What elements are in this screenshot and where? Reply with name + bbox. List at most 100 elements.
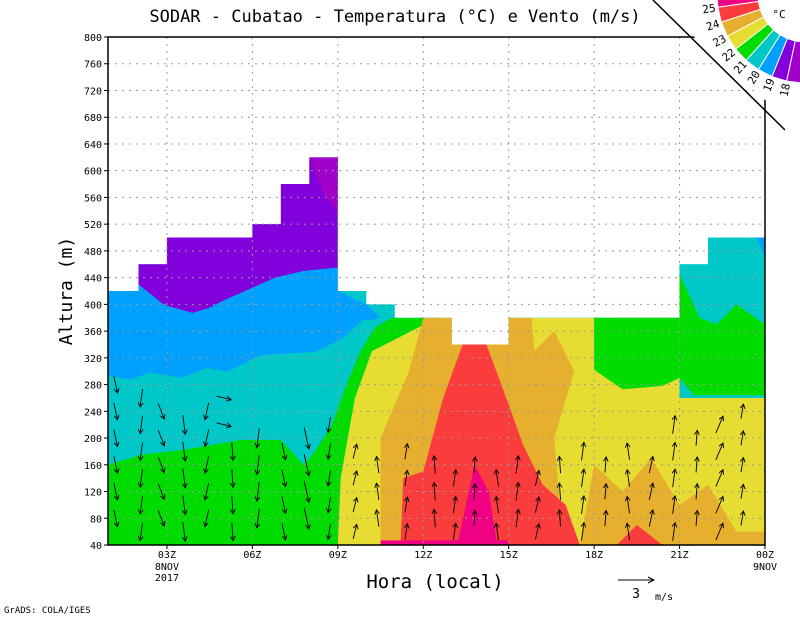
wind-arrow-shaft (495, 469, 499, 487)
wind-arrow (452, 495, 458, 514)
x-tick-label: 12Z (414, 550, 432, 561)
wind-arrow-shaft (256, 455, 260, 475)
y-tick-label: 640 (84, 140, 102, 151)
wind-arrow-head (493, 522, 500, 529)
wind-arrow-head (649, 455, 655, 462)
wind-arrow-shaft (204, 509, 210, 527)
wind-arrow (739, 429, 746, 446)
wind-arrow (113, 402, 120, 421)
wind-arrow-shaft (352, 470, 358, 486)
wind-arrow (493, 468, 500, 487)
wind-arrow (137, 388, 144, 408)
wind-arrow-head (281, 535, 288, 541)
wind-arrow-head (352, 470, 359, 476)
y-tick-label: 80 (90, 514, 102, 525)
plot-frame (107, 36, 766, 546)
wind-arrow (534, 522, 541, 540)
wind-arrow-shaft (216, 395, 232, 401)
wind-arrow (203, 509, 210, 528)
wind-arrow-shaft (303, 507, 310, 530)
y-tick-label: 120 (84, 488, 102, 499)
x-tick-label: 15Z (500, 550, 518, 561)
y-tick-label: 360 (84, 327, 102, 338)
contour->25 (457, 464, 498, 545)
wind-arrow-head (203, 441, 209, 448)
wind-arrow (113, 483, 120, 501)
y-axis: 40 80 120 160 200 240 280 320 360 400 440 480 520 560… (84, 33, 108, 552)
wind-arrow-shaft (303, 453, 310, 476)
wind-arrow-shaft (113, 483, 118, 501)
wind-arrow-shaft (695, 483, 698, 500)
y-tick-label: 320 (84, 354, 102, 365)
wind-arrow-head (325, 454, 332, 461)
wind-arrow-shaft (256, 508, 260, 528)
wind-arrow (157, 456, 166, 474)
wind-arrow-head (603, 456, 609, 462)
y-tick-label: 480 (84, 247, 102, 258)
wind-arrow-shaft (558, 456, 562, 474)
wind-arrow (715, 415, 724, 434)
y-tick-label: 160 (84, 461, 102, 472)
wind-arrow-head (229, 455, 236, 462)
wind-arrow-shaft (376, 483, 380, 500)
wind-arrow-shaft (352, 444, 358, 459)
chart-title: SODAR - Cubatao - Temperatura (°C) e Ven… (149, 7, 640, 27)
contour-<18 (309, 157, 338, 211)
wind-arrow (203, 402, 210, 421)
wind-arrow-head (671, 468, 678, 474)
wind-arrow-head (515, 508, 521, 515)
wind-arrow-shaft (182, 441, 186, 462)
wind-arrow-shaft (327, 416, 331, 433)
wind-arrow-head (181, 456, 188, 462)
wind-arrow (580, 521, 587, 541)
y-tick-label: 800 (84, 33, 102, 44)
wind-arrow (216, 422, 233, 429)
wind-arrow-head (181, 429, 188, 436)
y-tick-label: 200 (84, 434, 102, 445)
wind-arrow-shaft (695, 430, 698, 446)
wind-arrow-shaft (473, 510, 476, 527)
wind-arrow (403, 442, 410, 460)
wind-arrow (137, 495, 144, 515)
y-tick-label: 760 (84, 60, 102, 71)
wind-arrow-head (305, 470, 311, 477)
wind-arrow-shaft (648, 483, 654, 501)
wind-arrow-shaft (231, 522, 234, 541)
wind-arrow-shaft (256, 428, 260, 448)
wind-arrow (715, 495, 724, 514)
wind-arrow-shaft (558, 509, 562, 527)
wind-arrow-shaft (534, 523, 540, 540)
wind-reference: 3 m/s (618, 576, 673, 603)
wind-arrow-shaft (740, 430, 744, 446)
wind-arrow-head (580, 468, 587, 474)
wind-arrow-head (718, 415, 724, 422)
wind-arrow-shaft (604, 510, 607, 527)
wind-arrow (113, 429, 120, 448)
wind-arrow-head (305, 524, 311, 530)
wind-arrow (181, 415, 188, 436)
wind-arrow-head (160, 521, 166, 527)
contour-19-20 (108, 267, 381, 380)
wind-arrow-shaft (534, 470, 540, 487)
wind-arrow-shaft (113, 456, 118, 474)
wind-arrow-shaft (740, 484, 744, 499)
wind-arrow-head (580, 521, 587, 528)
wind-arrow-head (254, 523, 261, 529)
wind-arrow-head (403, 522, 410, 529)
wind-arrow (352, 443, 359, 459)
y-tick-label: 400 (84, 300, 102, 311)
wind-arrow-head (113, 388, 120, 394)
wind-arrow-shaft (558, 483, 562, 500)
wind-arrow (352, 470, 359, 486)
x-tick-label: 00Z (756, 550, 774, 561)
wind-arrow-head (254, 469, 261, 476)
wind-arrow-shaft (231, 469, 234, 488)
wind-arrow (715, 522, 724, 541)
wind-arrow-head (472, 509, 478, 516)
wind-arrow-head (403, 496, 410, 502)
wind-arrow (694, 429, 700, 446)
wind-arrow-shaft (715, 496, 724, 514)
wind-arrow (431, 508, 438, 528)
wind-arrow-shaft (433, 455, 436, 474)
wind-arrow-shaft (626, 496, 630, 514)
